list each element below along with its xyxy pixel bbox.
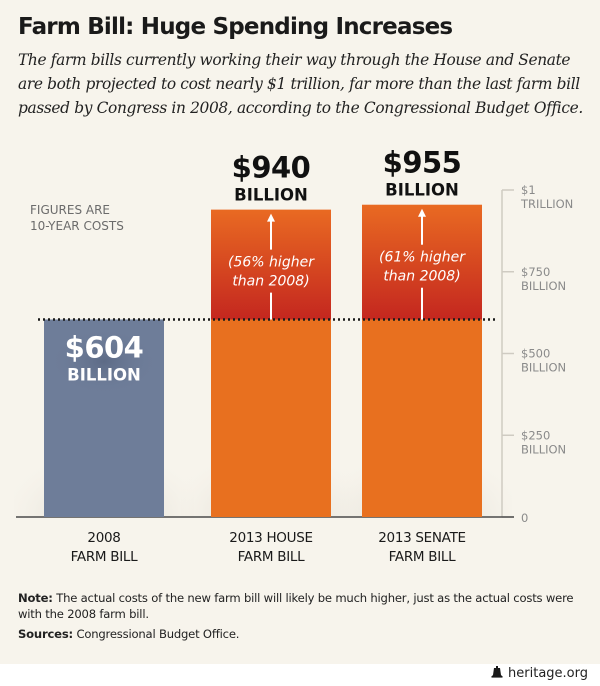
category-label-line: FARM BILL	[71, 549, 138, 565]
y-tick-label-line: $1	[521, 183, 536, 197]
figures-note-line: FIGURES ARE	[30, 203, 111, 217]
credit[interactable]: heritage.org	[491, 664, 588, 684]
y-tick-label: 0	[521, 511, 528, 525]
liberty-bell-icon	[491, 666, 503, 678]
category-label-line: 2013 SENATE	[378, 530, 466, 546]
sources-label: Sources:	[18, 627, 73, 641]
figures-note-line: 10-YEAR COSTS	[30, 219, 124, 233]
value-label-unit: BILLION	[385, 181, 459, 200]
category-label: 2008 FARM BILL	[71, 530, 138, 565]
bar-base-segment	[362, 319, 482, 517]
footnote-sources: Sources: Congressional Budget Office.	[18, 626, 239, 642]
increase-label-line: (56% higher	[228, 255, 315, 271]
figures-note: FIGURES ARE 10-YEAR COSTS	[30, 202, 124, 234]
note-label: Note:	[18, 591, 53, 605]
value-label-amount: $940	[232, 151, 311, 185]
value-label-unit: BILLION	[234, 186, 308, 205]
increase-label-line: than 2008)	[383, 269, 460, 285]
category-label-line: FARM BILL	[389, 549, 456, 565]
y-tick-label-line: TRILLION	[520, 197, 573, 211]
credit-text: heritage.org	[508, 666, 588, 681]
y-tick-label: $750 BILLION	[521, 265, 566, 293]
y-tick-label: $250 BILLION	[521, 428, 566, 456]
label-glow	[49, 327, 159, 396]
y-tick-label-line: $750	[521, 265, 550, 279]
footnote-note: Note: The actual costs of the new farm b…	[18, 590, 588, 622]
increase-label: (61% higher than 2008)	[379, 250, 466, 285]
y-tick-label-line: $500	[521, 347, 550, 361]
y-tick-label-line: BILLION	[521, 442, 566, 456]
sources-text: Congressional Budget Office.	[72, 627, 240, 641]
category-label: 2013 HOUSE FARM BILL	[229, 530, 312, 565]
arrow-up-icon	[418, 208, 426, 217]
category-label-line: FARM BILL	[238, 549, 305, 565]
y-tick-label-line: BILLION	[521, 279, 566, 293]
increase-label-line: (61% higher	[379, 250, 466, 266]
y-tick-label: $1 TRILLION	[520, 183, 573, 211]
bar-chart: $1 TRILLION$750 BILLION$500 BILLION$250 BILL…	[14, 146, 573, 565]
increase-label: (56% higher than 2008)	[228, 255, 315, 290]
bar-base-segment	[211, 319, 331, 517]
chart-subtitle: The farm bills currently working their w…	[18, 51, 583, 117]
note-text: The actual costs of the new farm bill wi…	[18, 591, 574, 621]
increase-label-line: than 2008)	[232, 274, 309, 290]
y-tick-label-line: BILLION	[521, 361, 566, 375]
chart-title: Farm Bill: Huge Spending Increases	[18, 14, 453, 40]
arrow-up-icon	[267, 213, 275, 222]
category-label-line: 2013 HOUSE	[229, 530, 312, 546]
y-tick-label: $500 BILLION	[521, 347, 566, 375]
category-label-line: 2008	[87, 530, 120, 546]
y-tick-label-line: 0	[521, 511, 528, 525]
value-label-amount: $604	[65, 330, 144, 364]
category-label: 2013 SENATE FARM BILL	[378, 530, 466, 565]
y-tick-label-line: $250	[521, 428, 550, 442]
value-label-unit: BILLION	[67, 365, 141, 384]
value-label-amount: $955	[383, 146, 462, 180]
